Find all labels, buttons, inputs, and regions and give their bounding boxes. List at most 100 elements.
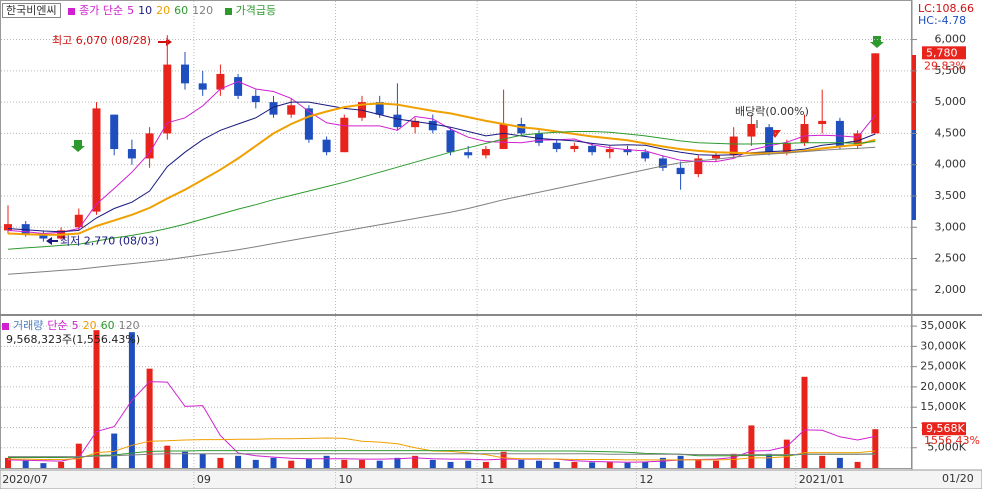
legend-entry[interactable]: 120 [118, 319, 140, 332]
x-tick-label: 11 [480, 473, 494, 486]
volume-ma-line [7, 381, 876, 463]
volume-bar [589, 462, 596, 468]
volume-ma-line [8, 437, 876, 461]
price-legend: 한국비엔씨 종가 단순 5 10 20 60 120 가격급등 [2, 2, 280, 18]
candle-body [605, 149, 614, 153]
legend-entry[interactable]: 20 [82, 319, 97, 332]
y-tick-label: 2,500 [935, 252, 967, 265]
candle-body [853, 133, 862, 146]
legend-entry[interactable]: 5 [127, 4, 135, 17]
volume-bar [22, 460, 29, 468]
candle-body [871, 53, 880, 134]
volume-bar [58, 461, 65, 468]
y-tick-label: 4,500 [935, 126, 967, 139]
candle-body [145, 133, 154, 159]
x-tick-label: 09 [197, 473, 211, 486]
lc-label: LC:108.66 [918, 2, 975, 15]
candle-body [393, 114, 402, 128]
price-ma-line [7, 102, 876, 236]
candle-body [127, 149, 136, 159]
x-tick-label: 2021/01 [799, 473, 845, 486]
candle-body [21, 224, 30, 234]
volume-bar [199, 453, 206, 468]
last-price-label: 5,780 [926, 46, 958, 59]
candle-body [499, 124, 508, 150]
legend-entry[interactable]: 10 [138, 4, 153, 17]
x-axis-bar [0, 469, 982, 489]
candle-body [428, 120, 437, 131]
volume-bar [783, 439, 790, 468]
y-tick-label: 6,000 [935, 33, 967, 46]
hc-label: HC:-4.78 [918, 14, 967, 27]
volume-bar [571, 461, 578, 468]
volume-legend: 거래량 단순 5 20 60 120 [2, 317, 148, 333]
legend-entry[interactable]: 20 [156, 4, 171, 17]
candle-body [818, 120, 827, 125]
candle-body [835, 120, 844, 146]
y-tick-label: 30,000K [920, 339, 966, 352]
y-tick-label: 5,000 [935, 95, 967, 108]
volume-bar [288, 460, 295, 468]
volume-bar [394, 457, 401, 468]
y-tick-label: 5,500 [935, 64, 967, 77]
legend-entry[interactable]: 5 [71, 319, 79, 332]
y-tick-label: 3,500 [935, 189, 967, 202]
candle-body [694, 158, 703, 175]
volume-bar [872, 429, 879, 468]
volume-bar [801, 376, 808, 468]
indicator-label: 단순 [47, 319, 68, 332]
volume-bar [341, 459, 348, 468]
y-tick-label: 4,000 [935, 158, 967, 171]
y-tick-label: 5,000K [927, 441, 966, 454]
legend-swatch [2, 322, 9, 330]
candle-body [181, 64, 189, 84]
volume-bar [500, 451, 507, 468]
last-price-box [922, 46, 966, 60]
candle-body [623, 149, 632, 153]
candle-body [481, 149, 490, 156]
volume-bar [748, 425, 755, 468]
volume-bar [553, 461, 560, 468]
last-volume-change: 1556.43% [924, 434, 980, 447]
volume-bar [730, 453, 737, 468]
volume-bar [323, 455, 330, 468]
x-tick-label: 2020/07 [2, 473, 48, 486]
candle-body [39, 233, 48, 239]
indicator-label: 종가 단순 [79, 4, 124, 17]
candle-body [251, 95, 260, 103]
volume-bar [642, 461, 649, 468]
candle-body [570, 145, 579, 150]
ma-legend: 5 10 20 60 120 [127, 4, 217, 17]
volume-bar [217, 457, 224, 468]
volume-bar [518, 459, 525, 468]
legend-entry[interactable]: 60 [100, 319, 115, 332]
candle-body [216, 73, 225, 90]
candle-body [446, 130, 455, 153]
y-tick-label: 20,000K [920, 380, 966, 393]
y-tick-label: 15,000K [920, 400, 966, 413]
candle-body [712, 155, 720, 159]
legend-entry[interactable]: 60 [174, 4, 189, 17]
volume-bar [429, 459, 436, 468]
volume-bar [536, 460, 542, 468]
y-tick-label: 25,000K [920, 360, 966, 373]
volume-bar [182, 451, 188, 468]
candle-body [747, 124, 756, 137]
candle-body [322, 139, 331, 153]
volume-bar [659, 457, 666, 468]
volume-bar [677, 455, 684, 468]
volume-bar [695, 459, 702, 468]
candle-body [92, 108, 101, 212]
volume-bar [447, 461, 454, 468]
volume-bar [766, 453, 773, 468]
volume-bar [111, 433, 118, 468]
candle-body [198, 83, 207, 90]
signal-arrow [870, 36, 884, 48]
candle-body [552, 142, 561, 150]
stock-name[interactable]: 한국비엔씨 [2, 3, 61, 18]
ma-legend: 5 20 60 120 [72, 319, 144, 332]
legend-entry[interactable]: 120 [192, 4, 214, 17]
volume-bar [235, 455, 242, 468]
